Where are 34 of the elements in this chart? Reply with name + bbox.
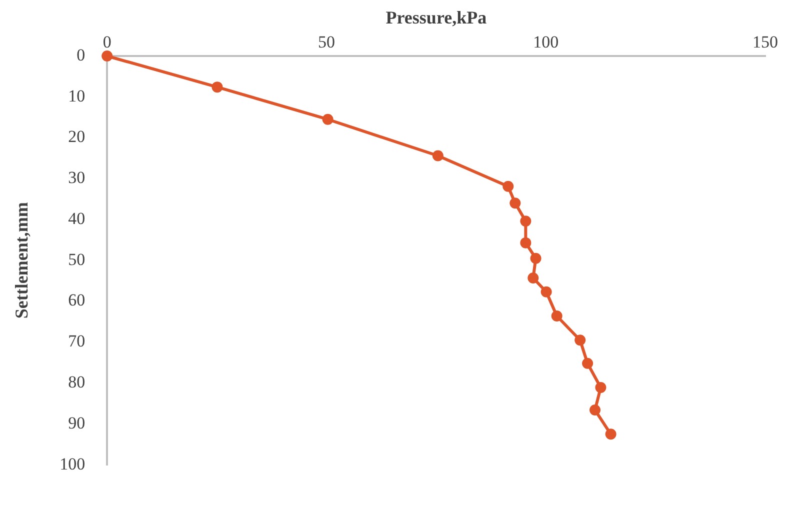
x-tick-label: 50 [318, 32, 335, 52]
x-tick-label: 0 [102, 32, 112, 52]
point [510, 198, 521, 209]
y-tick-label: 50 [68, 250, 86, 269]
x-tick-label: 150 [752, 32, 778, 52]
point [540, 286, 552, 298]
point [595, 382, 606, 394]
y-tick-label: 70 [68, 332, 86, 351]
y-tick-label: 90 [68, 413, 86, 432]
y-tick-label: 20 [68, 127, 86, 146]
point [551, 310, 562, 322]
y-tick-label: 60 [68, 290, 86, 310]
point [520, 216, 532, 227]
point [520, 237, 532, 248]
x-tick-label: 100 [533, 32, 559, 52]
y-axis-title: Settlement,mm [11, 202, 32, 319]
point [212, 82, 223, 93]
point [432, 150, 444, 162]
y-tick-label: 80 [68, 372, 86, 392]
point [574, 334, 586, 346]
point [528, 272, 539, 284]
point [605, 428, 616, 440]
point [502, 180, 514, 192]
point [322, 114, 334, 125]
point [530, 252, 542, 264]
y-tick-label: 30 [68, 168, 86, 188]
point [590, 404, 601, 416]
point [102, 50, 113, 62]
y-tick-label: 100 [60, 454, 86, 474]
y-tick-label: 40 [68, 208, 86, 228]
y-tick-label: 0 [76, 45, 86, 64]
x-axis-title: Pressure,kPa [386, 7, 487, 28]
point [582, 358, 594, 369]
y-tick-label: 10 [68, 86, 86, 106]
